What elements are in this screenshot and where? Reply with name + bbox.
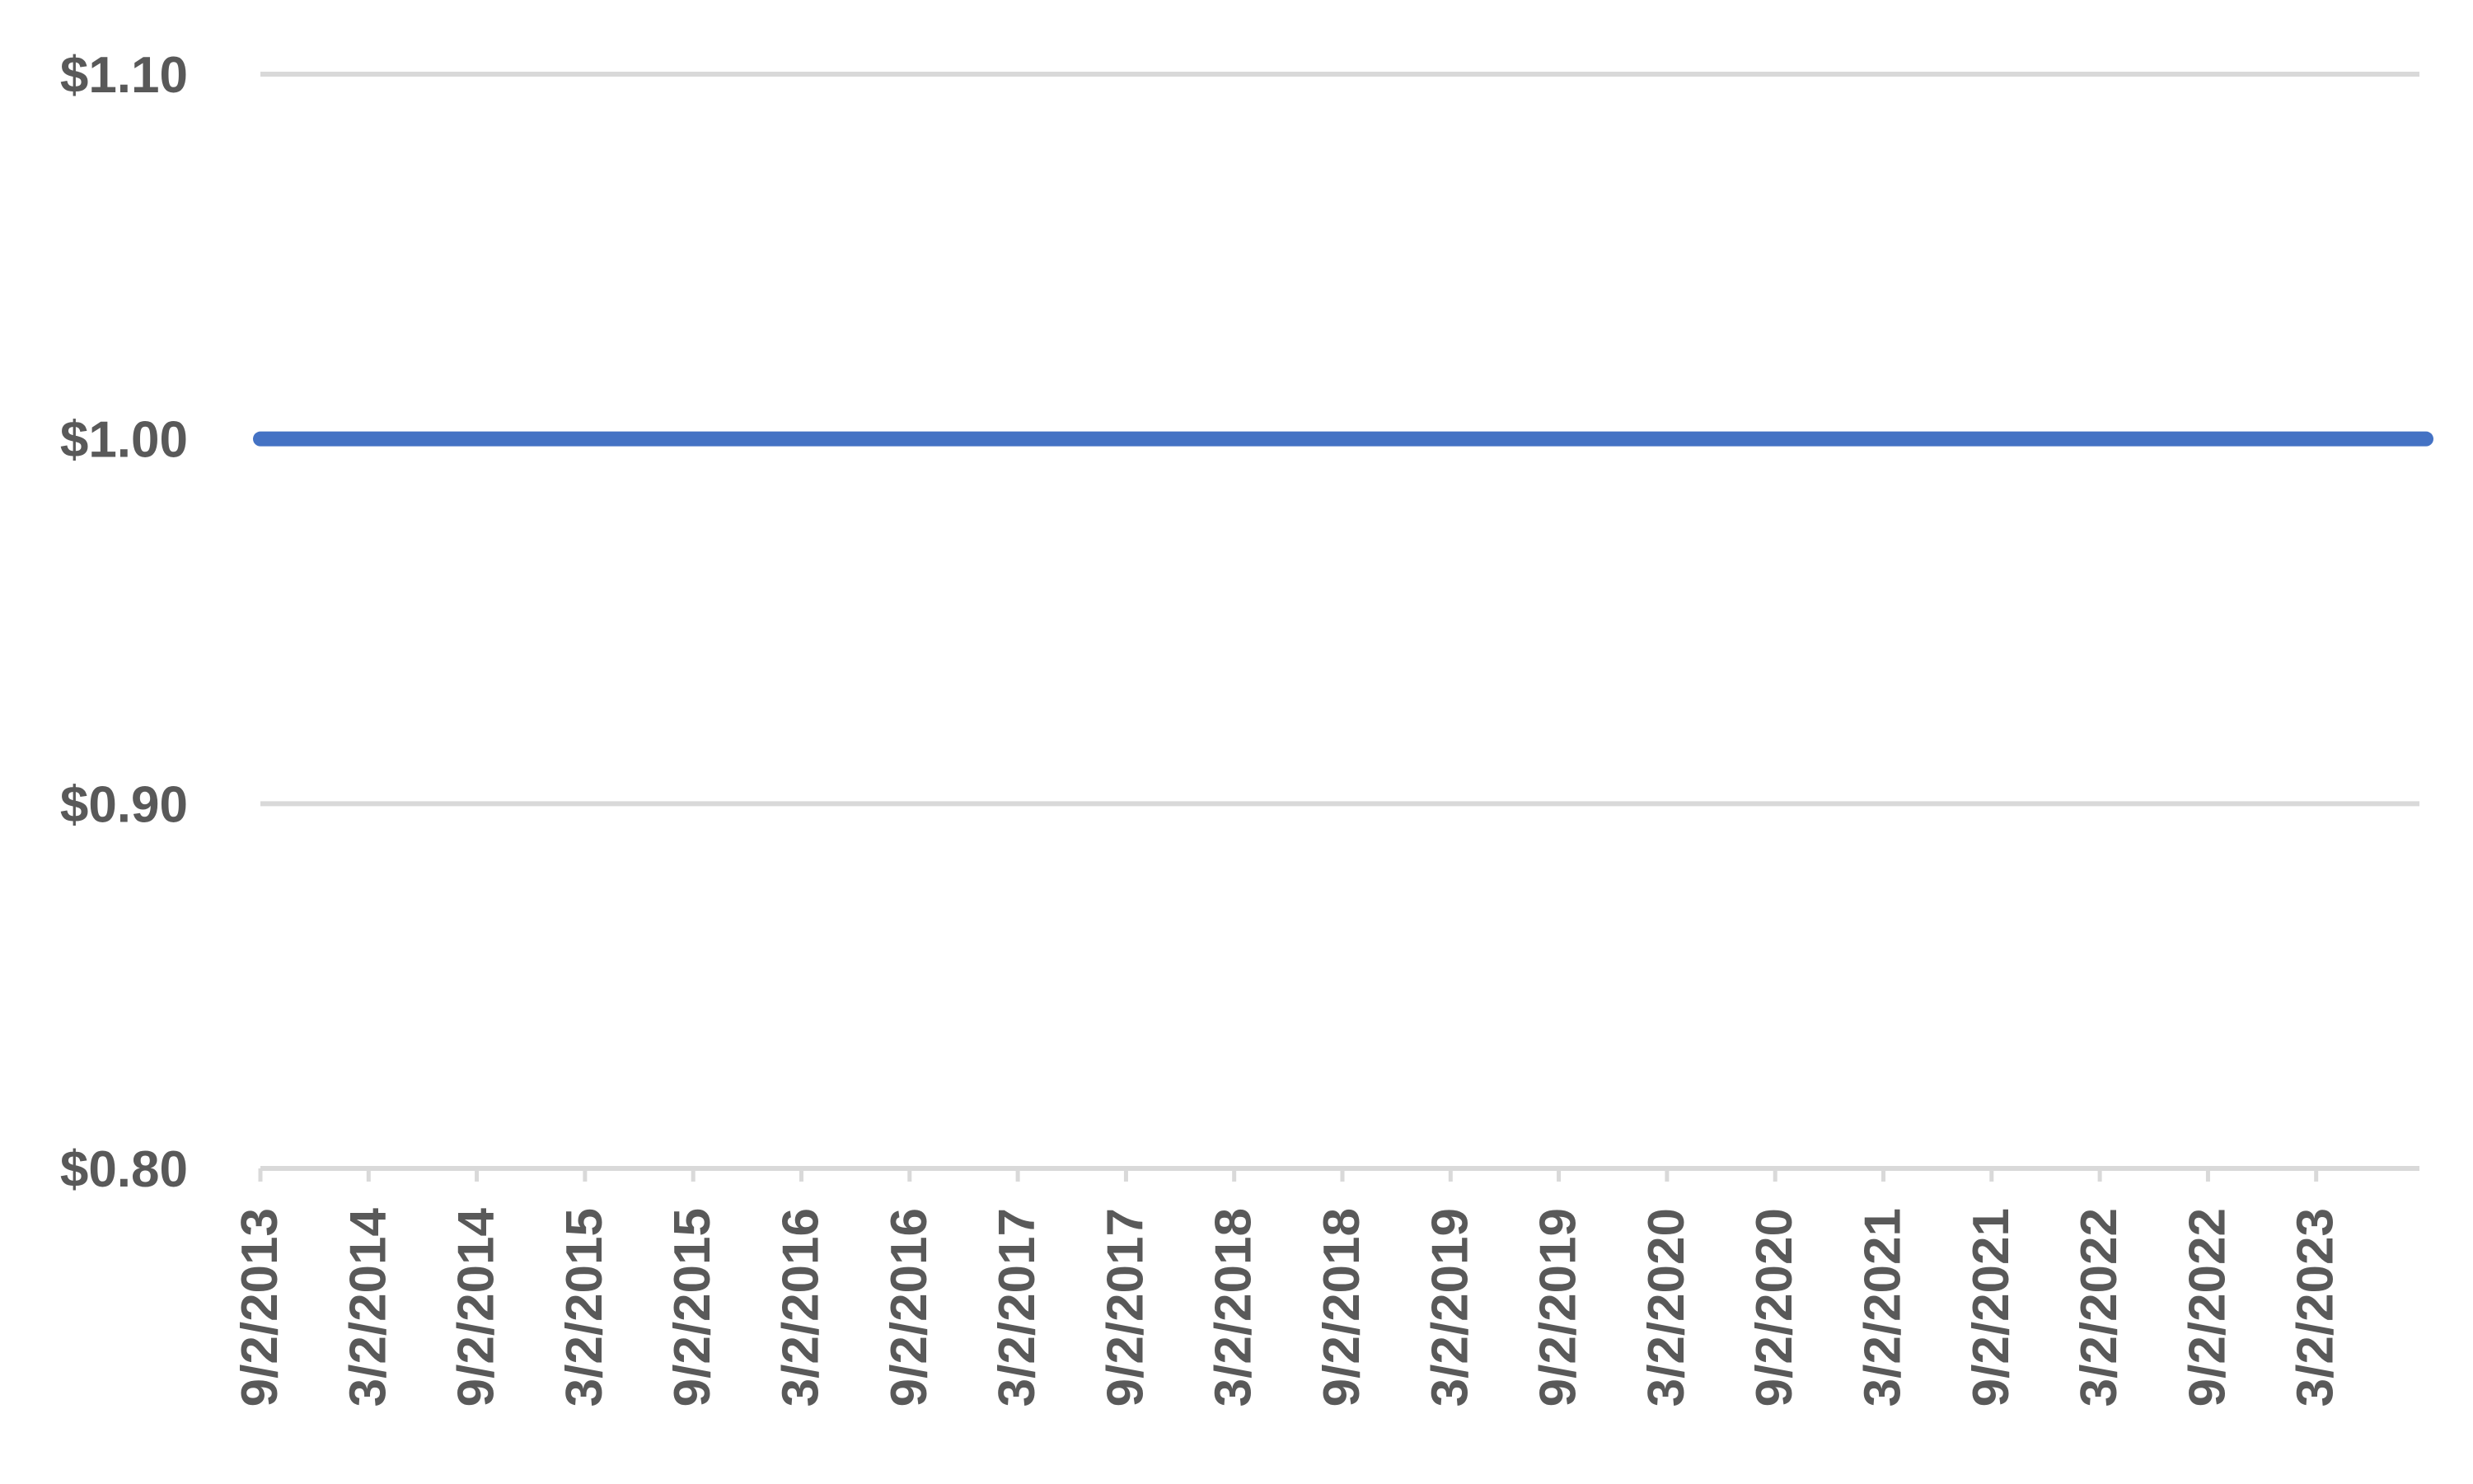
x-tick-label: 9/2/2019 [1530,1208,1587,1407]
x-tick-label: 3/2/2016 [773,1208,830,1407]
x-tick-label: 3/2/2022 [2071,1208,2128,1407]
x-tick-label: 9/2/2014 [448,1207,505,1407]
x-tick-label: 9/2/2018 [1314,1208,1370,1407]
x-axis-tick-labels: 9/2/2013 3/2/2014 9/2/2014 3/2/2015 9/2/2015… [232,1207,2344,1407]
y-axis-tick-labels: $0.80 $0.90 $1.00 $1.10 [60,47,188,1198]
x-tick-label: 3/2/2018 [1206,1208,1262,1407]
x-tick-label: 9/2/2015 [664,1208,721,1407]
x-tick-label: 3/2/2014 [340,1207,396,1407]
x-tick-label: 9/2/2013 [232,1208,288,1407]
x-axis [258,1166,2419,1182]
y-tick-label: $1.00 [60,412,188,469]
x-tick-label: 9/2/2020 [1746,1208,1803,1407]
x-tick-label: 9/2/2022 [2179,1208,2236,1407]
x-tick-label: 3/2/2017 [989,1208,1046,1407]
x-tick-label: 3/2/2023 [2288,1208,2344,1407]
x-tick-label: 3/2/2019 [1422,1208,1478,1407]
x-tick-label: 9/2/2021 [1963,1208,2020,1407]
x-tick-label: 3/2/2021 [1855,1208,1912,1407]
y-tick-label: $0.90 [60,776,188,833]
x-tick-label: 3/2/2020 [1638,1208,1695,1407]
x-tick-label: 9/2/2016 [881,1208,938,1407]
x-tick-label: 9/2/2017 [1097,1208,1154,1407]
y-tick-label: $1.10 [60,47,188,104]
x-tick-label: 3/2/2015 [556,1208,613,1407]
y-tick-label: $0.80 [60,1141,188,1198]
